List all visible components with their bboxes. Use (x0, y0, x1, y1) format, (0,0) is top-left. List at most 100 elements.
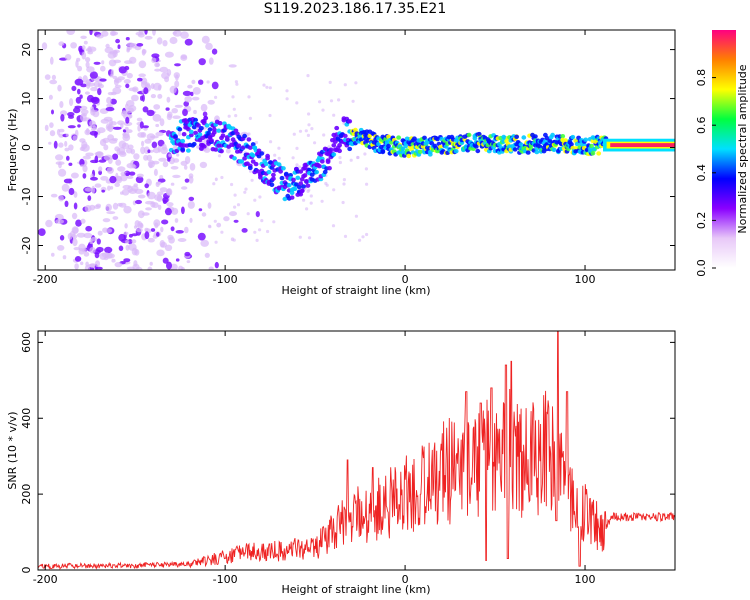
heatmap-speckle (79, 146, 85, 151)
heatmap-speckle (100, 118, 110, 124)
heatmap-speckle (172, 115, 181, 119)
heatmap-ridge-cell (279, 175, 285, 181)
heatmap-speckle (255, 211, 260, 218)
heatmap-speckle (157, 84, 162, 91)
heatmap-speckle (49, 79, 58, 85)
heatmap-speckle (216, 222, 222, 228)
heatmap-speckle (103, 144, 109, 151)
heatmap-speckle (84, 187, 93, 192)
heatmap-speckle (272, 220, 276, 224)
heatmap-speckle (83, 251, 90, 257)
heatmap-ridge-cell (319, 159, 325, 164)
heatmap-speckle (110, 186, 114, 190)
heatmap-speckle (199, 161, 208, 169)
heatmap-speckle (140, 132, 147, 138)
heatmap-speckle (214, 177, 218, 182)
heatmap-ridge-cell (193, 130, 199, 136)
heatmap-speckle (153, 104, 161, 110)
heatmap-ridge-cell (191, 141, 197, 147)
heatmap-speckle (159, 187, 168, 193)
heatmap-speckle (49, 122, 54, 128)
bottom-x-tick-label: -200 (33, 573, 58, 586)
heatmap-ridge-cell (246, 137, 252, 142)
heatmap-speckle (153, 168, 158, 176)
heatmap-speckle (211, 81, 219, 90)
heatmap-speckle (159, 175, 164, 179)
heatmap-ridge-cell (386, 143, 391, 149)
heatmap-speckle (258, 228, 262, 232)
heatmap-speckle (123, 205, 132, 214)
heatmap-ridge-cell (512, 147, 518, 152)
heatmap-speckle (91, 96, 100, 105)
heatmap-ridge-cell (253, 161, 259, 167)
heatmap-speckle (258, 195, 262, 199)
heatmap-speckle (103, 154, 113, 161)
heatmap-speckle (236, 203, 241, 207)
heatmap-speckle (92, 110, 100, 118)
heatmap-speckle (310, 127, 314, 131)
heatmap-speckle (67, 125, 76, 129)
heatmap-ridge-cell (473, 144, 479, 149)
heatmap-speckle (106, 211, 116, 215)
heatmap-ridge-cell (281, 166, 286, 171)
heatmap-speckle (124, 126, 129, 131)
heatmap-speckle (129, 56, 137, 64)
heatmap-speckle (62, 255, 67, 260)
heatmap-speckle (291, 156, 295, 160)
heatmap-speckle (109, 51, 114, 55)
heatmap-cells (38, 30, 675, 270)
heatmap-speckle (84, 129, 91, 136)
heatmap-speckle (166, 261, 172, 270)
heatmap-speckle (126, 42, 135, 47)
heatmap-speckle (77, 65, 83, 72)
heatmap-speckle (81, 51, 87, 60)
heatmap-speckle (71, 226, 79, 234)
heatmap-speckle (151, 57, 157, 64)
heatmap-speckle (75, 60, 79, 68)
heatmap-speckle (82, 173, 87, 179)
heatmap-speckle (84, 205, 92, 212)
heatmap-speckle (83, 232, 93, 239)
heatmap-speckle (114, 182, 120, 187)
heatmap-speckle (111, 137, 118, 142)
heatmap-ridge-cell (255, 169, 260, 174)
heatmap-speckle (105, 203, 112, 212)
heatmap-speckle (180, 55, 188, 61)
heatmap-speckle (170, 226, 175, 232)
heatmap-ridge-cell (570, 134, 576, 140)
heatmap-speckle (140, 146, 146, 155)
heatmap-speckle (268, 113, 272, 118)
heatmap-speckle (255, 238, 259, 242)
heatmap-speckle (125, 116, 130, 124)
top-y-tick-label: 20 (20, 43, 33, 57)
heatmap-speckle (186, 260, 191, 264)
heatmap-ridge-cell (191, 124, 197, 130)
heatmap-speckle (48, 94, 53, 100)
heatmap-speckle (351, 99, 355, 103)
heatmap-ridge-cell (292, 186, 298, 191)
heatmap-speckle (76, 57, 81, 62)
heatmap-speckle (227, 114, 231, 118)
heatmap-speckle (363, 152, 367, 156)
heatmap-speckle (96, 238, 101, 245)
heatmap-speckle (162, 40, 168, 47)
heatmap-speckle (253, 198, 257, 202)
heatmap-speckle (41, 42, 48, 50)
heatmap-speckle (58, 195, 64, 202)
heatmap-speckle (131, 233, 138, 237)
heatmap-speckle (184, 226, 189, 234)
heatmap-speckle (51, 109, 54, 115)
heatmap-speckle (110, 121, 117, 126)
heatmap-speckle (80, 114, 87, 122)
heatmap-speckle (79, 94, 83, 99)
heatmap-speckle (118, 66, 127, 74)
heatmap-speckle (128, 87, 138, 92)
top-plot-frame (37, 29, 676, 271)
heatmap-speckle (71, 212, 78, 220)
heatmap-speckle (61, 183, 70, 192)
heatmap-speckle (64, 200, 69, 207)
heatmap-speckle (273, 153, 277, 157)
heatmap-speckle (89, 120, 96, 128)
heatmap-speckle (332, 113, 336, 117)
heatmap-ridge-cell (353, 127, 358, 133)
